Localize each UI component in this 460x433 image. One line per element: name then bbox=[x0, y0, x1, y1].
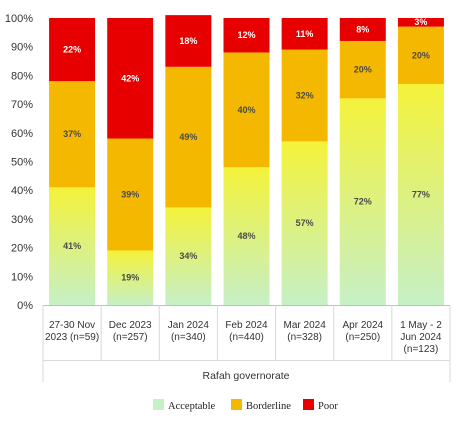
bar-segment-poor bbox=[223, 18, 270, 53]
bar-segment-borderline bbox=[165, 66, 212, 208]
data-label-acceptable: 34% bbox=[179, 251, 197, 261]
x-tick-label: Feb 2024 (n=440) bbox=[225, 320, 268, 343]
data-label-poor: 22% bbox=[63, 45, 81, 55]
data-label-poor: 18% bbox=[179, 36, 197, 46]
data-label-acceptable: 48% bbox=[237, 231, 255, 241]
bar-segment-acceptable bbox=[397, 84, 444, 305]
bar-segment-borderline bbox=[223, 52, 270, 168]
data-label-acceptable: 41% bbox=[63, 241, 81, 251]
data-label-borderline: 37% bbox=[63, 129, 81, 139]
bar-segment-acceptable bbox=[107, 250, 154, 305]
legend-swatch-borderline bbox=[231, 399, 242, 410]
y-tick-label: 10% bbox=[11, 271, 33, 283]
x-tick-label: 27-30 Nov 2023 (n=59) bbox=[45, 320, 99, 343]
bar-segment-poor bbox=[397, 18, 444, 27]
legend: Acceptable Borderline Poor bbox=[153, 399, 338, 412]
data-label-acceptable: 19% bbox=[121, 273, 139, 283]
legend-label-acceptable: Acceptable bbox=[168, 401, 216, 412]
data-label-acceptable: 57% bbox=[296, 218, 314, 228]
x-tick-label: Dec 2023 (n=257) bbox=[109, 320, 152, 343]
y-tick-label: 0% bbox=[17, 300, 33, 312]
data-label-borderline: 40% bbox=[237, 105, 255, 115]
legend-swatch-poor bbox=[303, 399, 314, 410]
bar-segment-poor bbox=[107, 18, 154, 139]
x-tick-label: Mar 2024 (n=328) bbox=[284, 320, 327, 343]
data-label-acceptable: 72% bbox=[354, 197, 372, 207]
data-label-poor: 11% bbox=[296, 29, 314, 39]
y-tick-label: 100% bbox=[5, 13, 33, 25]
data-label-poor: 3% bbox=[414, 17, 427, 27]
bar-segment-acceptable bbox=[165, 207, 212, 305]
bar-segment-poor bbox=[281, 18, 328, 50]
bar-segment-borderline bbox=[107, 138, 154, 251]
bar-segment-poor bbox=[339, 18, 386, 41]
bar-segment-acceptable bbox=[49, 187, 96, 305]
data-label-poor: 12% bbox=[237, 30, 255, 40]
data-label-borderline: 32% bbox=[296, 90, 314, 100]
bars-layer bbox=[49, 15, 444, 305]
y-tick-label: 30% bbox=[11, 214, 33, 226]
x-tick-label: Apr 2024 (n=250) bbox=[342, 320, 383, 343]
data-labels-layer: 41% 37% 22% 19% 39% 42% 34% 49% 18% 48% 40% 12% 57% 3… bbox=[63, 17, 430, 283]
x-tick-label: 1 May - 2 Jun 2024 (n=123) bbox=[400, 320, 442, 355]
data-label-poor: 8% bbox=[356, 24, 369, 34]
axis-layer: 0% 10% 20% 30% 40% 50% 60% 70% 80% 90% 100% bbox=[5, 13, 451, 382]
bar-segment-poor bbox=[49, 18, 96, 82]
y-tick-label: 40% bbox=[11, 185, 33, 197]
x-tick-labels-layer: 27-30 Nov 2023 (n=59) Dec 2023 (n=257) Jan 2… bbox=[45, 320, 442, 355]
data-label-borderline: 49% bbox=[179, 132, 197, 142]
bar-segment-acceptable bbox=[339, 98, 386, 305]
bar-segment-borderline bbox=[397, 26, 444, 85]
y-tick-label: 80% bbox=[11, 70, 33, 82]
data-label-borderline: 20% bbox=[354, 65, 372, 75]
x-tick-label: Jan 2024 (n=340) bbox=[168, 320, 210, 343]
legend-label-poor: Poor bbox=[318, 401, 338, 412]
y-tick-label: 60% bbox=[11, 128, 33, 140]
data-label-acceptable: 77% bbox=[412, 190, 430, 200]
y-tick-label: 90% bbox=[11, 42, 33, 54]
bar-segment-borderline bbox=[281, 49, 328, 142]
y-tick-label: 20% bbox=[11, 243, 33, 255]
data-label-borderline: 39% bbox=[121, 190, 139, 200]
bar-segment-acceptable bbox=[223, 167, 270, 305]
y-tick-label: 70% bbox=[11, 99, 33, 111]
legend-swatch-acceptable bbox=[153, 399, 164, 410]
data-label-poor: 42% bbox=[121, 73, 139, 83]
bar-segment-borderline bbox=[49, 81, 96, 188]
data-label-borderline: 20% bbox=[412, 50, 430, 60]
bar-segment-poor bbox=[165, 15, 212, 67]
bar-segment-borderline bbox=[339, 40, 386, 99]
group-label: Rafah governorate bbox=[203, 370, 290, 382]
legend-label-borderline: Borderline bbox=[246, 401, 291, 412]
y-tick-label: 50% bbox=[11, 157, 33, 169]
bar-segment-acceptable bbox=[281, 141, 328, 305]
